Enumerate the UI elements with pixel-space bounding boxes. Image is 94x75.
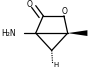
Polygon shape [68, 30, 87, 36]
Text: O: O [62, 7, 68, 16]
Text: O: O [26, 0, 32, 9]
Text: H: H [54, 62, 59, 68]
Text: H₂N: H₂N [1, 29, 16, 38]
